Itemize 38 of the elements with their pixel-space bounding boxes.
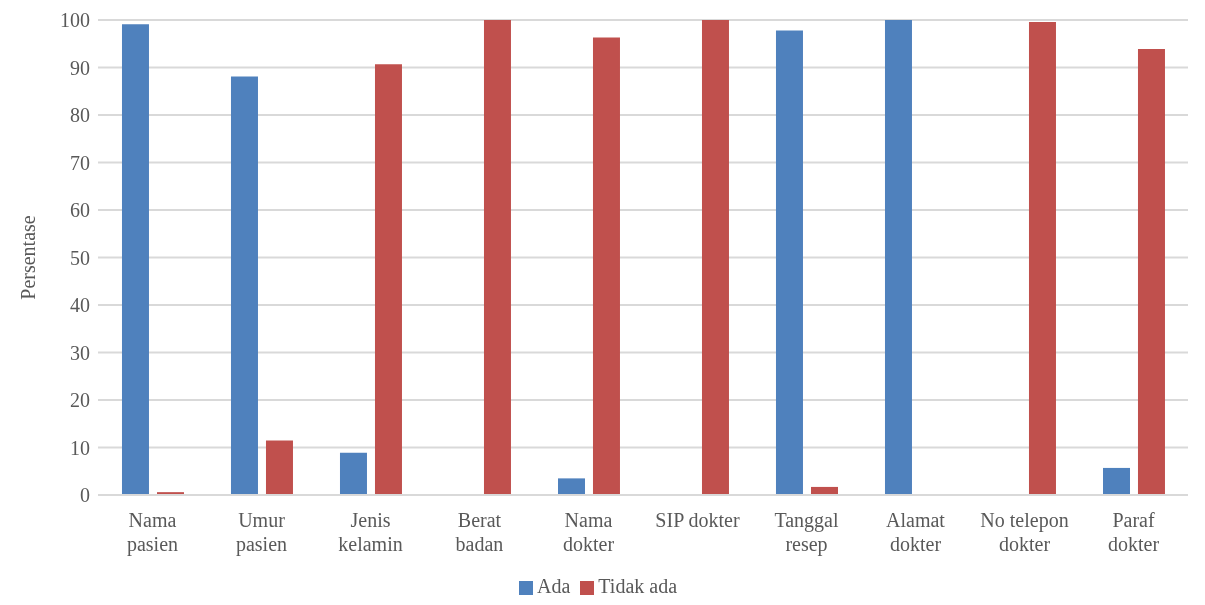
x-tick-label: No telepon dokter	[980, 509, 1069, 555]
y-tick-label: 10	[70, 436, 90, 459]
bar	[483, 20, 511, 495]
bar	[775, 30, 803, 495]
legend-label: Ada	[536, 575, 571, 597]
x-tick-label: Berat badan	[455, 509, 504, 555]
bar	[121, 24, 149, 495]
y-tick-label: 20	[70, 389, 90, 412]
x-tick-label: Nama pasien	[126, 509, 179, 556]
y-tick-label: 40	[70, 294, 90, 317]
bar	[265, 440, 293, 495]
bar	[884, 20, 912, 495]
bar	[592, 37, 620, 495]
bar	[1137, 48, 1165, 495]
x-tick-label: Tanggal resep	[774, 509, 839, 556]
y-axis-title: Persentase	[17, 215, 40, 300]
x-tick-label: Nama dokter	[562, 509, 615, 555]
y-tick-label: 100	[60, 9, 90, 32]
y-tick-label: 0	[80, 484, 90, 507]
y-tick-label: 90	[70, 56, 90, 79]
y-tick-label: 60	[70, 199, 90, 222]
x-tick-label: Jenis kelamin	[338, 509, 403, 555]
bar	[701, 20, 729, 495]
legend-label: Tidak ada	[598, 575, 678, 597]
bar	[339, 452, 367, 495]
x-tick-label: Alamat dokter	[886, 509, 946, 555]
y-tick-label: 70	[70, 151, 90, 174]
x-tick-label: Paraf dokter	[1107, 509, 1160, 555]
y-tick-label: 50	[70, 246, 90, 269]
bar	[374, 64, 402, 495]
x-tick-label: SIP dokter	[655, 509, 740, 531]
x-tick-label: Umur pasien	[235, 509, 288, 556]
bar	[557, 478, 585, 495]
y-tick-label: 30	[70, 341, 90, 364]
bar	[1102, 467, 1130, 495]
bar	[1028, 21, 1056, 495]
bar	[230, 76, 258, 495]
y-tick-label: 80	[70, 104, 90, 127]
